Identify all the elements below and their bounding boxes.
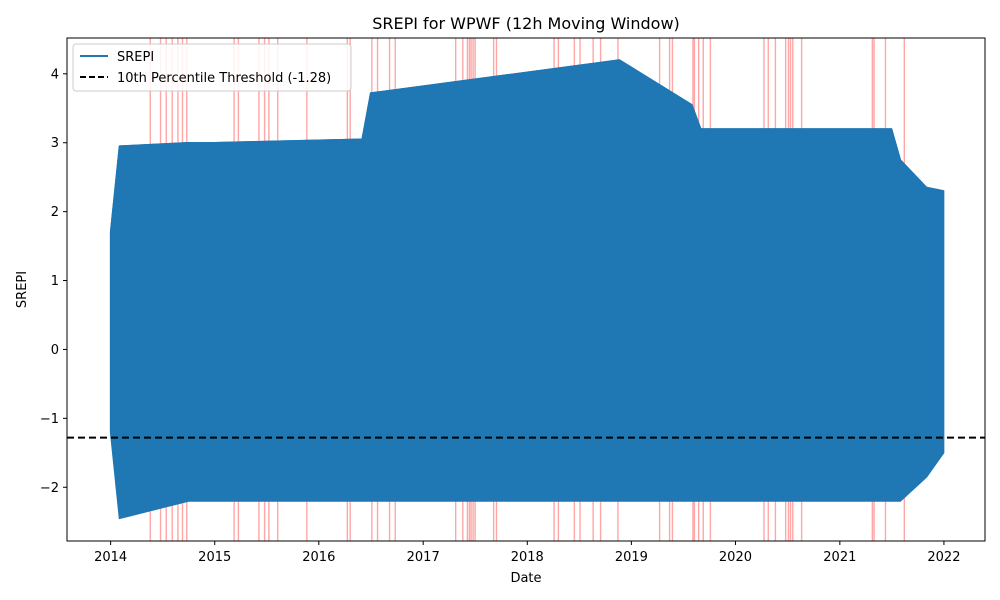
legend: SREPI 10th Percentile Threshold (-1.28): [72, 43, 352, 92]
x-axis-title: Date: [510, 571, 541, 586]
x-axis: 2014 2015 2016 2017 2018 2019 2020 2021 2022: [94, 541, 960, 565]
srepi-line-segment: [109, 146, 121, 233]
x-tick-label: 2020: [719, 550, 752, 565]
x-tick-label: 2016: [302, 550, 335, 565]
plot-area: [67, 38, 985, 541]
y-tick-label: −2: [40, 481, 59, 496]
x-tick-label: 2022: [927, 550, 960, 565]
y-tick-label: 1: [51, 274, 59, 289]
legend-box: [72, 43, 352, 92]
srepi-series: [109, 59, 945, 520]
chart-title: SREPI for WPWF (12h Moving Window): [372, 14, 680, 33]
srepi-line-segment: [370, 59, 620, 94]
plot-frame: [66, 37, 986, 542]
srepi-line-segment: [619, 59, 693, 106]
srepi-line-segment: [890, 128, 902, 161]
srepi-line-segment: [214, 138, 363, 144]
legend-label-threshold: 10th Percentile Threshold (-1.28): [117, 71, 331, 86]
srepi-line-segment: [926, 186, 944, 192]
y-tick-label: 4: [51, 67, 59, 82]
y-axis: −2 −1 0 1 2 3 4: [40, 67, 67, 496]
x-tick-label: 2018: [511, 550, 544, 565]
y-tick-label: −1: [40, 412, 59, 427]
srepi-line-segment: [119, 141, 189, 147]
srepi-line-segment: [899, 159, 928, 189]
y-tick-label: 0: [51, 343, 59, 358]
y-tick-label: 2: [51, 205, 59, 220]
legend-label-srepi: SREPI: [117, 50, 154, 65]
y-tick-label: 3: [51, 136, 59, 151]
x-tick-label: 2017: [407, 550, 440, 565]
x-tick-label: 2014: [94, 550, 127, 565]
srepi-line-segment: [691, 104, 702, 130]
srepi-line-segment: [361, 92, 372, 140]
x-tick-label: 2021: [823, 550, 856, 565]
x-tick-label: 2019: [615, 550, 648, 565]
y-axis-title: SREPI: [15, 271, 30, 308]
x-tick-label: 2015: [198, 550, 231, 565]
